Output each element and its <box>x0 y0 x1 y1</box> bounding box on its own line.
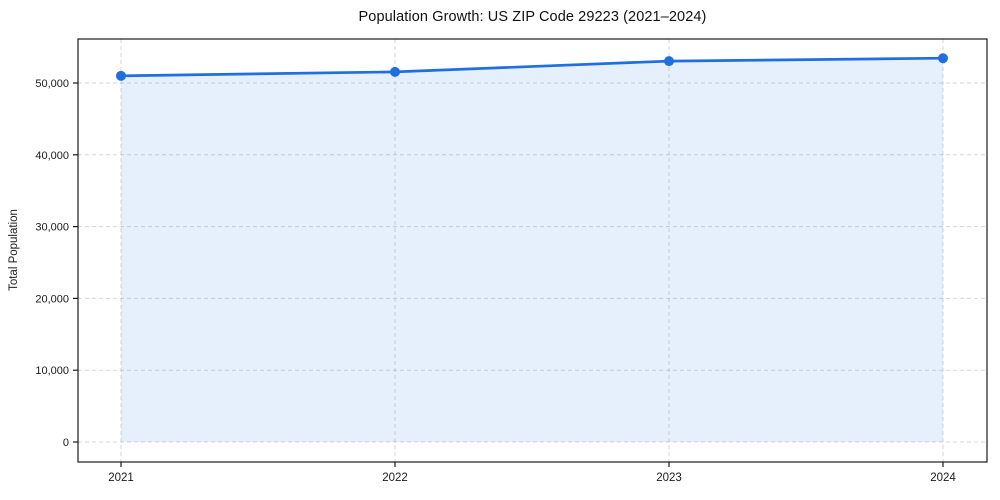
x-tick-label: 2021 <box>108 472 134 484</box>
y-tick-label: 50,000 <box>35 78 69 90</box>
plot-border <box>77 38 988 463</box>
y-tick-label: 40,000 <box>35 150 69 162</box>
y-axis-label: Total Population <box>8 209 20 291</box>
trend-line <box>119 56 945 78</box>
data-point-marker <box>390 66 400 77</box>
data-point-marker <box>938 53 948 64</box>
data-point-marker <box>116 70 126 81</box>
y-tick-label: 30,000 <box>35 222 69 234</box>
chart-title: Population Growth: US ZIP Code 29223 (20… <box>358 9 707 25</box>
y-tick-label: 20,000 <box>35 293 69 305</box>
x-tick-label: 2024 <box>930 472 956 484</box>
x-tick-label: 2023 <box>656 472 682 484</box>
x-tick-label: 2022 <box>382 472 408 484</box>
area-fill <box>121 58 943 442</box>
y-tick-label: 0 <box>63 437 69 449</box>
y-tick-label: 10,000 <box>35 365 69 377</box>
data-point-marker <box>664 56 674 67</box>
